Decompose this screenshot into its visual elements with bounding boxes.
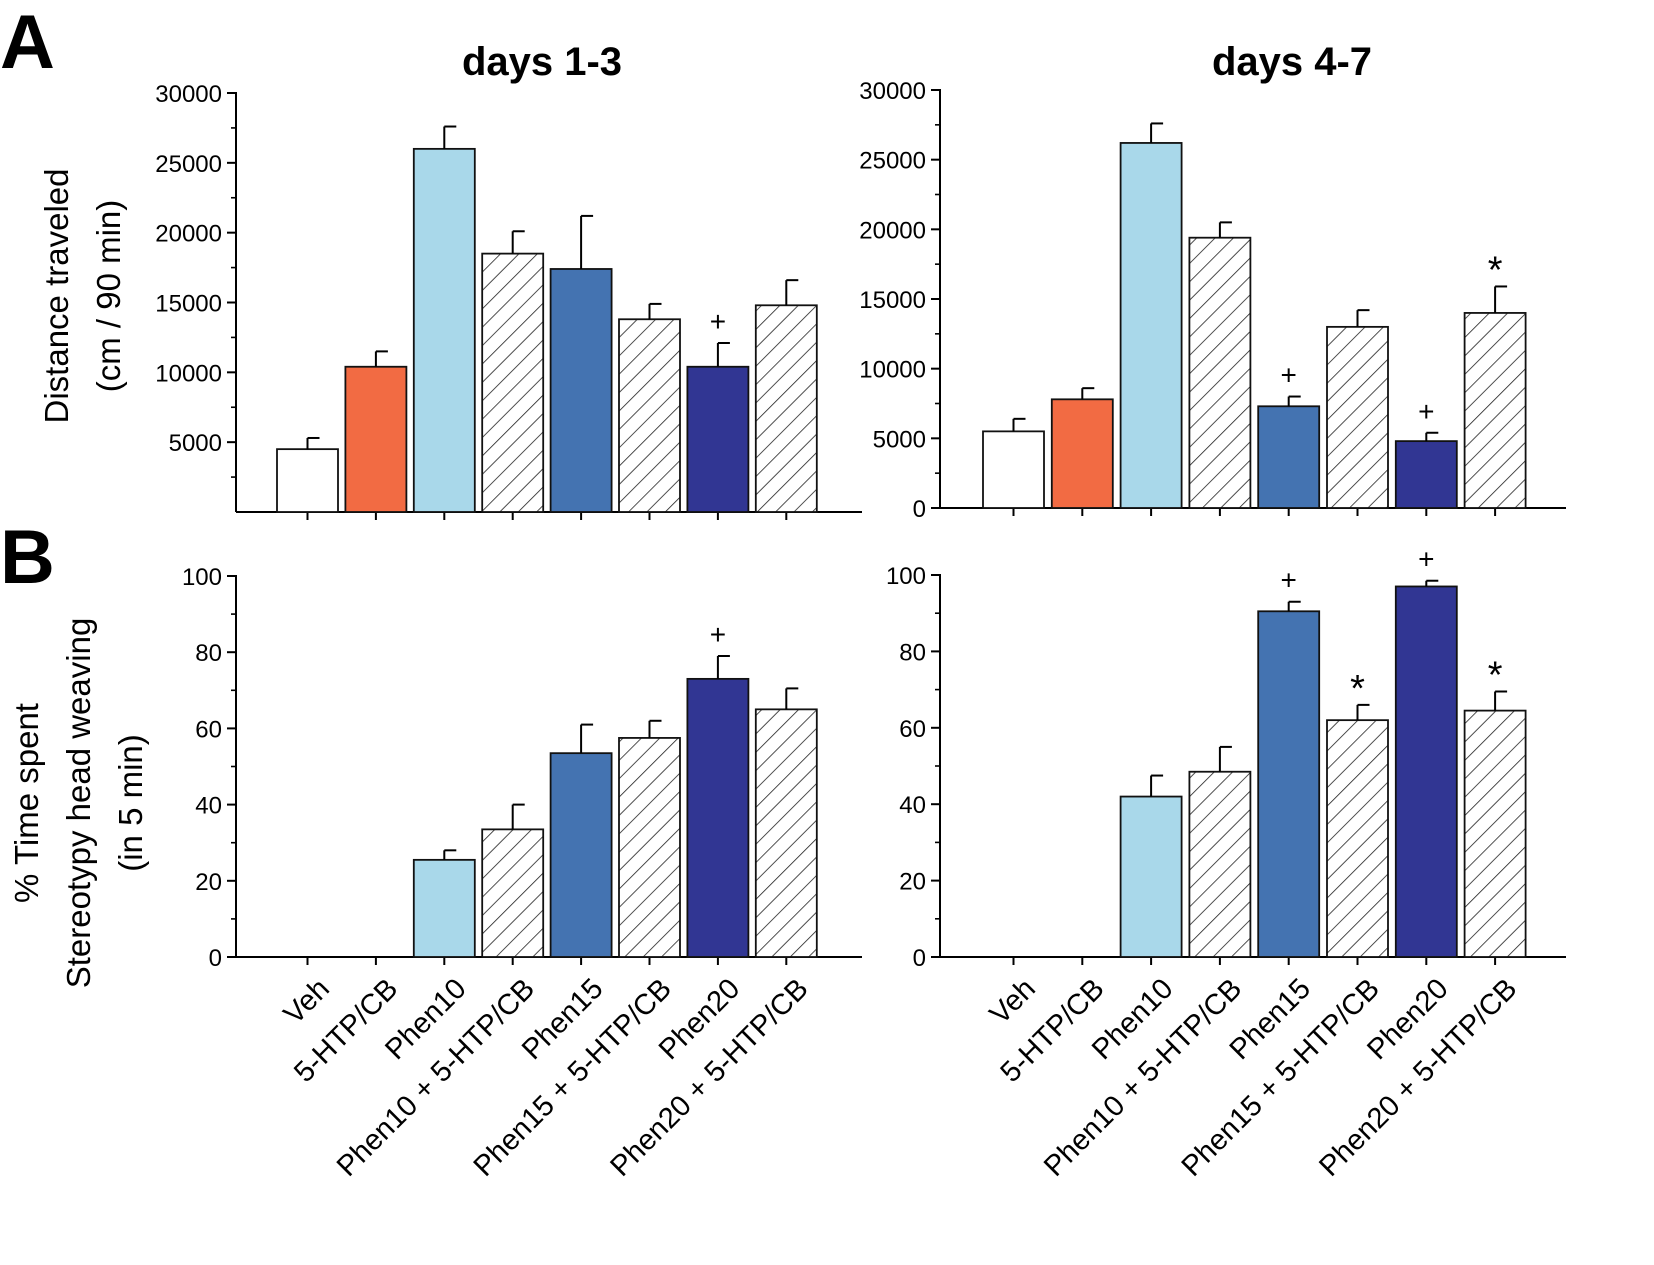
bar-phen15 (1257, 610, 1321, 958)
chart-a-days-1-3: 5000 10000 15000 20000 25000 30000 + (155, 81, 862, 520)
bar-phen20 (686, 677, 750, 958)
y-tick-label: 40 (899, 792, 926, 819)
y-tick-label: 25000 (155, 151, 222, 178)
y-tick-label: 20000 (859, 217, 926, 244)
bar-phen10 (1119, 795, 1183, 958)
bar-phen10 (412, 858, 476, 958)
y-tick-label: 0 (913, 945, 926, 972)
significance-plus: + (710, 619, 726, 650)
y-tick-label: 80 (899, 639, 926, 666)
y-tick-label: 20 (195, 869, 222, 896)
bar-phen20-5-htp-cb (754, 304, 818, 513)
y-tick-label: 20 (899, 869, 926, 896)
y-tick-label: 60 (899, 716, 926, 743)
bar-phen20 (686, 365, 750, 513)
bar-5-htp-cb (344, 365, 408, 513)
y-tick-label: 25000 (859, 148, 926, 175)
bar-phen10-5-htp-cb (481, 828, 545, 958)
bar-phen10-5-htp-cb (1188, 770, 1252, 958)
bar-phen15-5-htp-cb (1326, 719, 1389, 958)
bar-phen20 (1394, 585, 1458, 958)
bar-phen15-5-htp-cb (618, 737, 681, 958)
y-tick-label: 0 (209, 945, 222, 972)
bar-phen10-5-htp-cb (481, 252, 545, 513)
significance-plus: + (1281, 565, 1297, 596)
bar-phen20-5-htp-cb (754, 708, 818, 958)
bar-veh (276, 448, 339, 513)
title-days-1-3: days 1-3 (462, 40, 622, 84)
chart-a-days-4-7: 0 5000 10000 15000 20000 25000 30000 + + * (859, 78, 1566, 523)
bar-phen20-5-htp-cb (1463, 709, 1527, 958)
bar-phen15-5-htp-cb (1326, 325, 1389, 509)
y-tick-label: 15000 (155, 291, 222, 318)
y-tick-label: 30000 (155, 81, 222, 108)
y-tick-label: 10000 (859, 357, 926, 384)
bar-phen20 (1394, 440, 1458, 509)
significance-star: * (1488, 655, 1503, 697)
significance-star: * (1488, 249, 1503, 291)
bar-veh (982, 430, 1045, 509)
title-days-4-7: days 4-7 (1212, 40, 1372, 84)
panel-label-b: B (0, 515, 55, 600)
y-tick-label: 100 (182, 564, 222, 591)
y-tick-label: 5000 (873, 426, 926, 453)
y-axis-label-a-line2: (cm / 90 min) (90, 200, 127, 393)
y-tick-label: 5000 (169, 430, 222, 457)
bar-phen10-5-htp-cb (1188, 236, 1252, 509)
significance-plus: + (710, 306, 726, 337)
bar-phen15 (549, 752, 613, 958)
y-tick-label: 20000 (155, 221, 222, 248)
panel-label-a: A (0, 0, 55, 85)
bar-phen10 (412, 147, 476, 513)
x-tick-label-veh: Veh (984, 973, 1042, 1031)
x-tick-label-veh: Veh (278, 973, 336, 1031)
y-tick-label: 100 (886, 563, 926, 590)
y-axis-label-a-line1: Distance traveled (38, 169, 75, 424)
bar-5-htp-cb (1050, 398, 1114, 509)
bar-phen15 (1257, 405, 1321, 509)
y-axis-label-b-line3: (in 5 min) (112, 734, 149, 872)
y-tick-label: 30000 (859, 78, 926, 105)
y-tick-label: 10000 (155, 360, 222, 387)
y-axis-label-b-line1: % Time spent (8, 703, 45, 903)
bar-phen20-5-htp-cb (1463, 312, 1527, 509)
significance-plus: + (1281, 360, 1297, 391)
y-tick-label: 40 (195, 793, 222, 820)
bar-phen15 (549, 268, 613, 513)
y-tick-label: 60 (195, 716, 222, 743)
significance-plus: + (1418, 544, 1434, 575)
y-tick-label: 80 (195, 640, 222, 667)
bar-phen15-5-htp-cb (618, 318, 681, 513)
significance-plus: + (1418, 396, 1434, 427)
bar-phen10 (1119, 142, 1183, 509)
y-tick-label: 0 (913, 496, 926, 523)
y-tick-label: 15000 (859, 287, 926, 314)
y-axis-label-b-line2: Stereotypy head weaving (60, 618, 97, 989)
significance-star: * (1350, 668, 1365, 710)
